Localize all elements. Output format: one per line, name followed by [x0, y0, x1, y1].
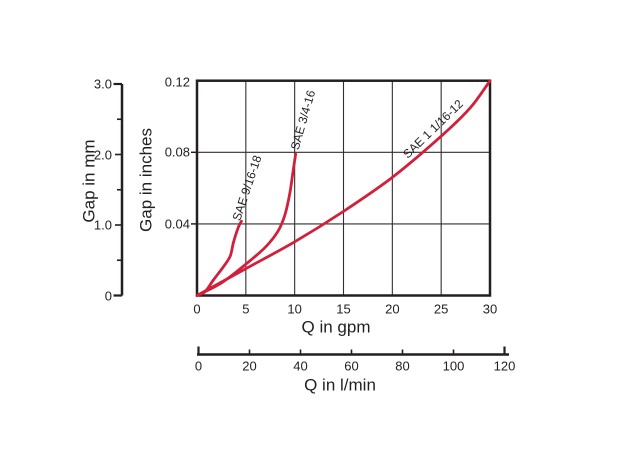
mm-axis-tick-label: 2.0 [93, 147, 112, 162]
gpm-axis-tick-label: 15 [336, 301, 351, 317]
gpm-axis-tick-label: 10 [287, 301, 302, 317]
lmin-axis-tick-label: 0 [194, 358, 203, 374]
inches-axis-tick-label: 0.04 [164, 216, 190, 232]
lmin-axis-tick-label: 120 [493, 358, 516, 374]
gpm-axis-tick-label: 30 [482, 301, 498, 317]
y-axis-title-inches: Gap in inches [136, 128, 156, 232]
mm-axis-tick-label: 1.0 [93, 217, 112, 233]
lmin-axis-tick-label: 40 [293, 358, 308, 374]
lmin-axis-tick-label: 20 [242, 358, 257, 374]
lmin-axis-tick-label: 80 [395, 358, 410, 374]
inches-axis-tick-label: 0.08 [164, 144, 190, 160]
gpm-axis-tick-label: 0 [193, 301, 201, 317]
gpm-axis-tick-label: 20 [385, 301, 400, 317]
gpm-axis-tick-label: 5 [242, 301, 250, 317]
mm-axis-tick-label: 3.0 [93, 76, 112, 92]
lmin-axis-tick-label: 100 [442, 358, 465, 374]
lmin-axis-tick-label: 60 [344, 358, 359, 374]
inches-axis-tick-label: 0.12 [164, 74, 190, 90]
x-axis-title-gpm: Q in gpm [301, 317, 371, 337]
gpm-axis-tick-label: 25 [433, 301, 449, 317]
curve-sae-1-1-16-12 [195, 79, 492, 297]
x-axis-title-lmin: Q in l/min [304, 375, 376, 395]
plot-frame [195, 79, 492, 297]
mm-axis-tick-label: 0 [104, 288, 112, 303]
